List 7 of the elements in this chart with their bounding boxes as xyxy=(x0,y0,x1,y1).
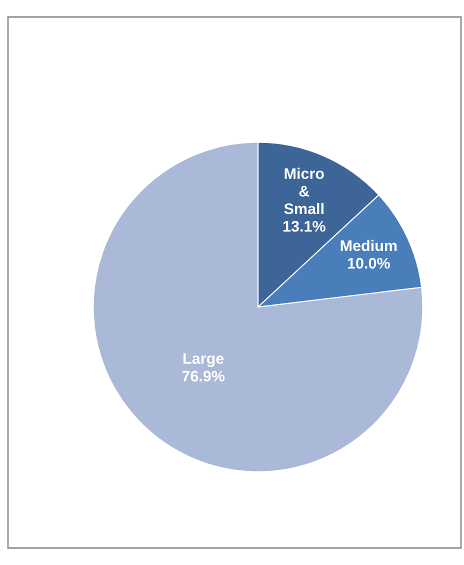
slice-label: Medium xyxy=(340,240,397,252)
slice-label: Large xyxy=(184,353,224,367)
pie-slice xyxy=(92,142,424,472)
data-label: 13.1% xyxy=(283,220,326,232)
data-label: 76.9% xyxy=(182,370,225,382)
data-label: 10.0% xyxy=(348,258,390,269)
slice-label: Micro & Small xyxy=(284,168,324,214)
